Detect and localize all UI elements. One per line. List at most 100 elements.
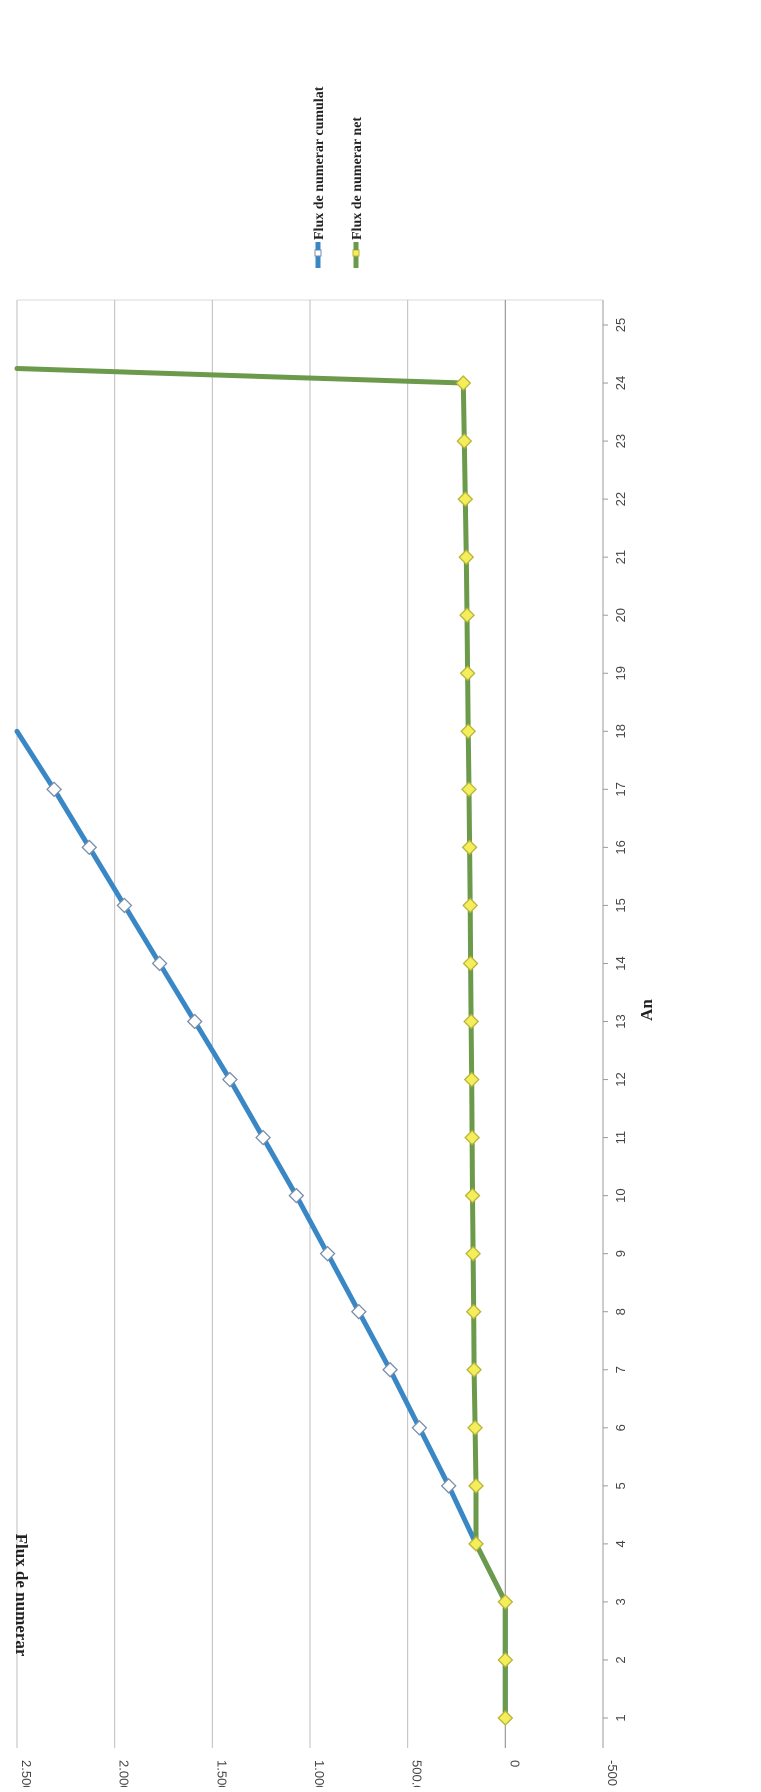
marker-cumulat — [411, 1419, 428, 1436]
marker-net — [497, 1710, 514, 1726]
x-tick-label: 13 — [613, 1014, 628, 1028]
marker-cumulat — [186, 1013, 203, 1030]
marker-net — [461, 839, 478, 856]
y-tick-group: 500.000 — [410, 1760, 425, 1792]
x-tick-group: 12 — [613, 1072, 628, 1086]
x-tick-label: 5 — [613, 1482, 628, 1489]
marker-cumulat — [255, 1129, 272, 1146]
x-tick-group: 7 — [613, 1366, 628, 1373]
x-tick-group: 1 — [613, 1714, 628, 1721]
x-tick-group: 14 — [613, 956, 628, 970]
x-tick-group: 21 — [613, 550, 628, 564]
x-tick-label: 11 — [613, 1131, 628, 1145]
marker-net — [464, 1129, 481, 1146]
x-tick-label: 14 — [613, 956, 628, 970]
x-tick-group: 2 — [613, 1656, 628, 1663]
x-tick-label: 4 — [613, 1540, 628, 1547]
x-tick-group: 17 — [613, 782, 628, 796]
marker-net — [460, 723, 477, 740]
marker-net — [462, 955, 479, 972]
x-tick-group: 19 — [613, 666, 628, 680]
x-tick-label: 18 — [613, 724, 628, 738]
x-tick-label: 3 — [613, 1598, 628, 1605]
x-tick-label: 10 — [613, 1188, 628, 1202]
marker-cumulat — [151, 955, 168, 972]
x-tick-label: 9 — [613, 1250, 628, 1257]
marker-net — [464, 1187, 481, 1204]
x-tick-label: 12 — [613, 1072, 628, 1086]
y-tick-label: 1.000.000 — [312, 1760, 327, 1787]
y-tick-group: -500.000 — [605, 1760, 620, 1792]
x-tick-group: 9 — [613, 1250, 628, 1257]
y-tick-label: 1.500.000 — [214, 1760, 229, 1787]
x-tick-label: 19 — [613, 666, 628, 680]
marker-cumulat — [46, 781, 63, 798]
x-tick-group: 3 — [613, 1598, 628, 1605]
marker-net — [455, 375, 472, 391]
marker-cumulat — [288, 1187, 305, 1204]
y-axis-title-group: Flux de numerar — [12, 1534, 31, 1657]
marker-net — [497, 1594, 514, 1610]
marker-cumulat — [116, 897, 133, 914]
marker-net — [462, 897, 479, 914]
x-tick-group: 25 — [613, 318, 628, 332]
x-tick-group: 15 — [613, 898, 628, 912]
x-axis-title: An — [637, 999, 656, 1021]
marker-net — [467, 1419, 483, 1436]
x-tick-group: 16 — [613, 840, 628, 854]
legend-entry: Flux de numerar cumulat — [312, 86, 327, 240]
x-tick-group: 8 — [613, 1308, 628, 1315]
x-tick-label: 23 — [613, 434, 628, 448]
legend-label: Flux de numerar cumulat — [312, 86, 327, 240]
x-tick-label: 17 — [613, 782, 628, 796]
series-lines — [14, 366, 508, 1721]
marker-net — [465, 1245, 482, 1262]
y-tick-label: 0 — [507, 1760, 522, 1767]
x-tick-label: 16 — [613, 840, 628, 854]
marker-net — [459, 665, 476, 682]
x-tick-group: 5 — [613, 1482, 628, 1489]
y-tick-label: 500.000 — [410, 1760, 425, 1787]
marker-net — [466, 1361, 482, 1378]
x-tick-label: 21 — [613, 550, 628, 564]
x-tick-label: 2 — [613, 1656, 628, 1663]
marker-net — [461, 781, 477, 798]
x-tick-group: 23 — [613, 434, 628, 448]
marker-net — [463, 1071, 480, 1088]
legend-swatch-marker — [314, 249, 322, 257]
tick-labels: -500.000 0 500.000 1.000.000 1.500.000 2.000.… — [19, 318, 628, 1792]
marker-cumulat — [221, 1071, 238, 1088]
marker-net — [459, 607, 475, 624]
marker-net — [458, 549, 475, 566]
marker-net — [468, 1477, 484, 1494]
marker-cumulat — [382, 1361, 399, 1378]
marker-net — [468, 1535, 484, 1552]
x-tick-group: 10 — [613, 1188, 628, 1202]
y-tick-group: 2.500.000 — [19, 1760, 34, 1792]
x-tick-group: 24 — [613, 376, 628, 390]
x-tick-label: 6 — [613, 1424, 628, 1431]
x-tick-label: 1 — [613, 1714, 628, 1721]
series-line-cumulat — [14, 728, 508, 1721]
y-tick-group: 2.000.000 — [117, 1760, 132, 1792]
marker-net — [463, 1013, 480, 1030]
gridlines — [16, 299, 608, 1748]
marker-net — [497, 1652, 514, 1668]
x-tick-label: 8 — [613, 1308, 628, 1315]
x-tick-group: 6 — [613, 1424, 628, 1431]
x-tick-group: 20 — [613, 608, 628, 622]
legend-entry: Flux de numerar net — [350, 117, 365, 240]
y-tick-label: 2.500.000 — [19, 1760, 34, 1787]
y-tick-group: 1.500.000 — [214, 1760, 229, 1792]
series-line-net — [14, 366, 508, 1721]
x-tick-label: 22 — [613, 492, 628, 506]
marker-cumulat — [319, 1245, 336, 1262]
y-tick-group: 1.000.000 — [312, 1760, 327, 1792]
marker-net — [457, 491, 474, 508]
x-tick-label: 20 — [613, 608, 628, 622]
marker-net — [456, 433, 473, 450]
legend-swatch-marker — [352, 249, 360, 257]
x-tick-label: 24 — [613, 376, 628, 390]
